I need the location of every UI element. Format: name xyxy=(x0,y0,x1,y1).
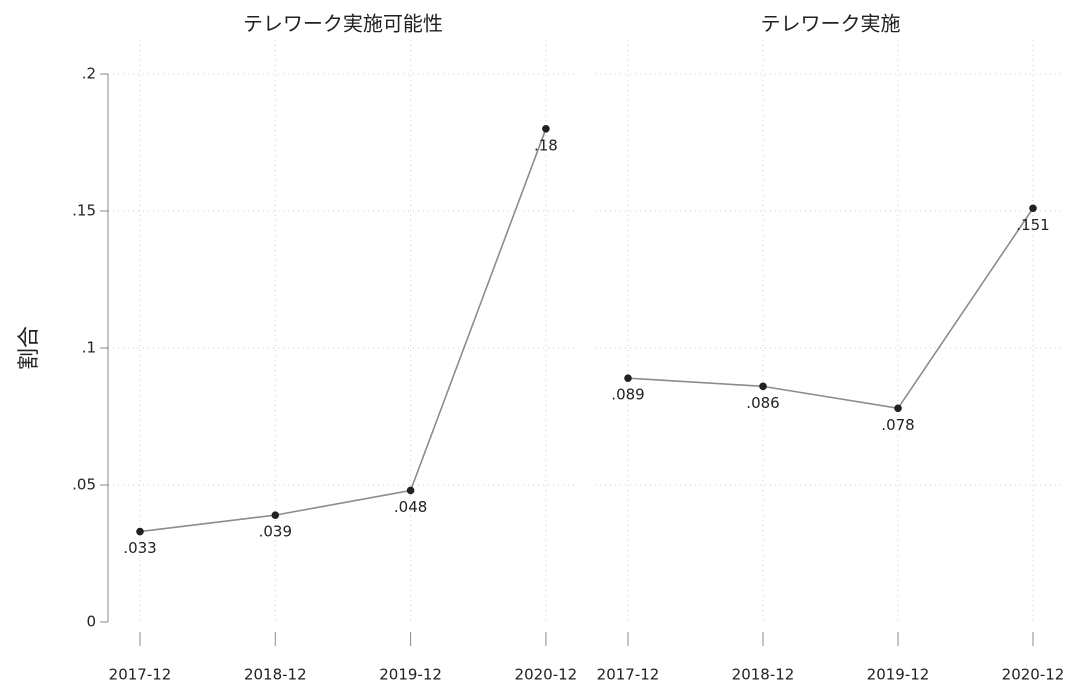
data-label: .078 xyxy=(881,416,914,434)
data-point xyxy=(1029,204,1037,213)
y-tick-label: .15 xyxy=(72,202,96,220)
data-point xyxy=(624,374,632,382)
x-tick-label: 2020-12 xyxy=(515,666,578,684)
series-line xyxy=(627,207,1034,410)
data-point xyxy=(271,511,280,519)
data-label: .089 xyxy=(611,386,644,404)
data-label: .039 xyxy=(259,523,292,541)
y-tick-label: 0 xyxy=(86,613,96,631)
data-label: .151 xyxy=(1016,216,1049,234)
data-label: .048 xyxy=(394,498,427,516)
panel-title: テレワーク実施 xyxy=(761,12,901,36)
x-tick-label: 2020-12 xyxy=(1002,666,1065,684)
data-label: .18 xyxy=(534,136,558,154)
data-point xyxy=(136,527,144,536)
x-tick-label: 2018-12 xyxy=(732,666,795,684)
data-label: .033 xyxy=(123,539,156,557)
y-tick-label: .2 xyxy=(82,65,96,83)
data-label: .086 xyxy=(746,394,779,412)
y-axis-label: 割合 xyxy=(17,326,42,370)
data-point xyxy=(894,404,902,413)
data-point xyxy=(406,486,415,495)
data-point xyxy=(759,382,767,391)
x-tick-label: 2019-12 xyxy=(379,666,442,684)
x-tick-label: 2017-12 xyxy=(109,666,172,684)
y-tick-label: .05 xyxy=(72,476,96,494)
x-tick-label: 2017-12 xyxy=(597,666,660,684)
series-line xyxy=(139,128,547,533)
x-tick-label: 2019-12 xyxy=(867,666,930,684)
data-point xyxy=(542,125,550,133)
y-tick-label: .1 xyxy=(82,339,96,357)
panel-title: テレワーク実施可能性 xyxy=(243,12,443,36)
x-tick-label: 2018-12 xyxy=(244,666,307,684)
